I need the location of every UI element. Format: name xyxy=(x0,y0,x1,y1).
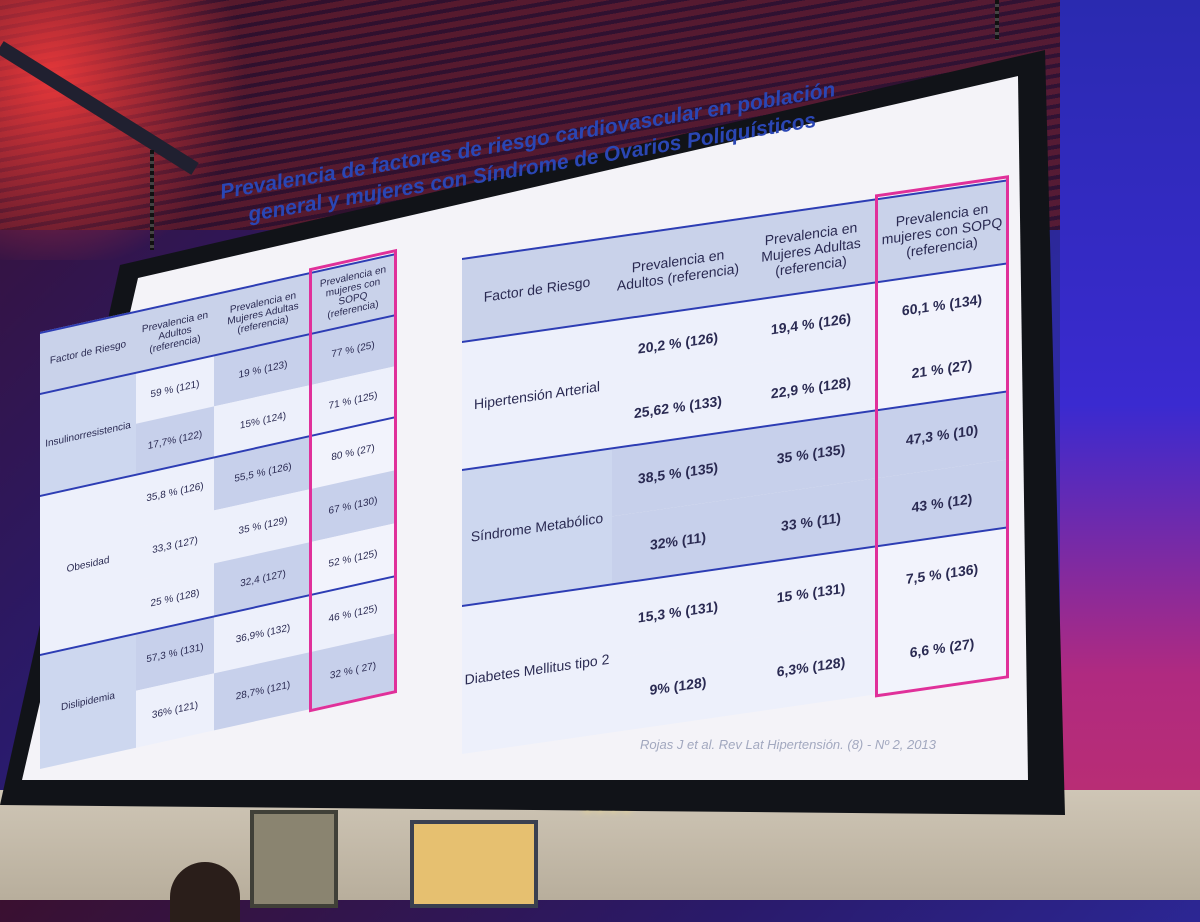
citation: Rojas J et al. Rev Lat Hipertensión. (8)… xyxy=(640,737,936,752)
left-factor-dislipidemia: Dislipidemia xyxy=(40,633,136,769)
background-door xyxy=(250,810,338,908)
background-window xyxy=(410,820,538,908)
left-table: Factor de Riesgo Prevalencia en Adultos … xyxy=(40,248,397,769)
right-chain xyxy=(995,0,999,40)
right-factor-diabetes: Diabetes Mellitus tipo 2 xyxy=(462,584,612,754)
left-chain xyxy=(150,150,154,250)
right-wall xyxy=(1060,0,1200,900)
left-sopq-highlight xyxy=(309,248,397,713)
right-sopq-highlight xyxy=(875,175,1009,698)
right-table: Factor de Riesgo Prevalencia en Adultos … xyxy=(462,175,1009,754)
left-factor-obesidad: Obesidad xyxy=(40,474,136,655)
right-factor-sindrome-metabolico: Síndrome Metabólico xyxy=(462,448,612,606)
right-factor-hipertension: Hipertensión Arterial xyxy=(462,320,612,470)
